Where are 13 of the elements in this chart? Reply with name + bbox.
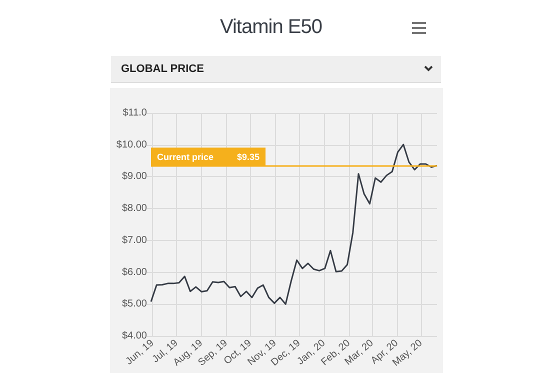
line-series: [150, 144, 438, 305]
chart-title: Vitamin E50: [220, 16, 322, 39]
y-tick-label: $6.00: [122, 266, 148, 278]
y-tick-label: $10.00: [116, 139, 148, 150]
chart-subtitle: GLOBAL PRICE: [121, 63, 204, 75]
y-tick-label: $5.00: [122, 298, 148, 310]
annotation: $9.35: [236, 152, 260, 162]
y-tick-label: $4.00: [122, 330, 148, 342]
y-tick-label: $9.00: [122, 171, 148, 182]
y-tick-label: $8.00: [122, 203, 148, 214]
y-tick-label: $11.0: [122, 108, 148, 118]
y-tick-label: $7.00: [122, 234, 148, 246]
ref-line-label: Current price: [157, 152, 214, 162]
